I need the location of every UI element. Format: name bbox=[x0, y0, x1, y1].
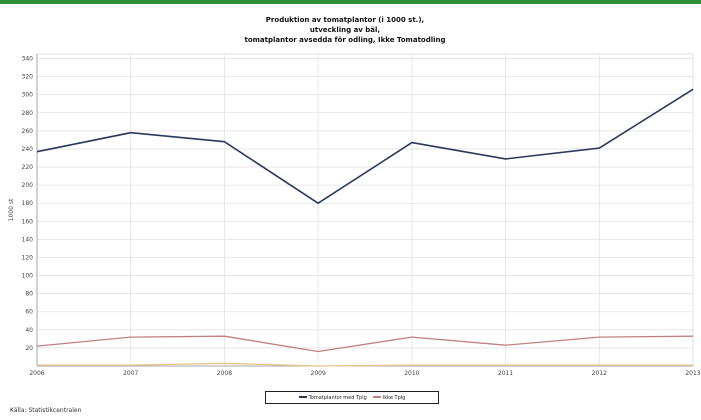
series-group bbox=[36, 88, 694, 367]
title-line-2: utveckling av bäl, bbox=[310, 26, 380, 34]
y-tick-label: 140 bbox=[22, 236, 34, 243]
legend-label: Ikke Tplg bbox=[382, 394, 406, 401]
y-tick-label: 60 bbox=[25, 309, 33, 316]
title-line-3: tomatplantor avsedda för odling, Ikke To… bbox=[244, 36, 445, 44]
y-tick-label: 240 bbox=[22, 146, 34, 153]
x-tick-label: 2008 bbox=[217, 370, 232, 377]
x-tick-label: 2011 bbox=[498, 370, 513, 377]
x-tick-label: 2010 bbox=[404, 370, 419, 377]
y-tick-label: 200 bbox=[22, 182, 34, 189]
grid bbox=[36, 53, 694, 367]
x-tick-label: 2006 bbox=[29, 370, 44, 377]
y-tick-label: 20 bbox=[25, 345, 33, 352]
legend-entry: Ikke Tplg bbox=[372, 394, 406, 401]
series-line-2 bbox=[36, 335, 694, 353]
legend-label: Tomatplantor med Tplg bbox=[308, 394, 367, 401]
legend: Tomatplantor med Tplg Ikke Tplg bbox=[265, 391, 439, 404]
x-tick-label: 2007 bbox=[123, 370, 138, 377]
x-tick-label: 2009 bbox=[311, 370, 326, 377]
series-line-3 bbox=[37, 362, 693, 367]
x-tick-label: 2013 bbox=[685, 370, 700, 377]
legend-swatch bbox=[372, 396, 381, 398]
x-tick-label: 2012 bbox=[592, 370, 607, 377]
top-rule bbox=[0, 0, 701, 4]
source-note: Källa: Statistikcentralen bbox=[10, 407, 82, 414]
y-tick-label: 340 bbox=[22, 56, 34, 63]
y-tick-label: 260 bbox=[22, 128, 34, 135]
plot-area bbox=[36, 53, 694, 367]
series-line-1 bbox=[36, 88, 694, 204]
legend-swatch bbox=[298, 396, 307, 398]
y-tick-label: 100 bbox=[22, 273, 34, 280]
y-axis-title: 1000 st bbox=[8, 198, 15, 221]
y-tick-label: 40 bbox=[25, 327, 33, 334]
legend-entry: Tomatplantor med Tplg bbox=[298, 394, 367, 401]
chart-title: Produktion av tomatplantor (i 1000 st.),… bbox=[244, 16, 445, 44]
y-tick-label: 180 bbox=[22, 200, 34, 207]
y-tick-label: 80 bbox=[25, 291, 33, 298]
y-tick-label: 300 bbox=[22, 92, 34, 99]
title-line-1: Produktion av tomatplantor (i 1000 st.), bbox=[266, 16, 424, 24]
y-tick-label: 220 bbox=[22, 164, 34, 171]
tick-labels: 20 40 60 80 100 120 140 160 180 200 220 240 260 280 30… bbox=[22, 56, 701, 377]
y-tick-label: 120 bbox=[22, 254, 34, 261]
y-tick-label: 320 bbox=[22, 74, 34, 81]
y-tick-label: 280 bbox=[22, 110, 34, 117]
y-tick-label: 160 bbox=[22, 218, 34, 225]
